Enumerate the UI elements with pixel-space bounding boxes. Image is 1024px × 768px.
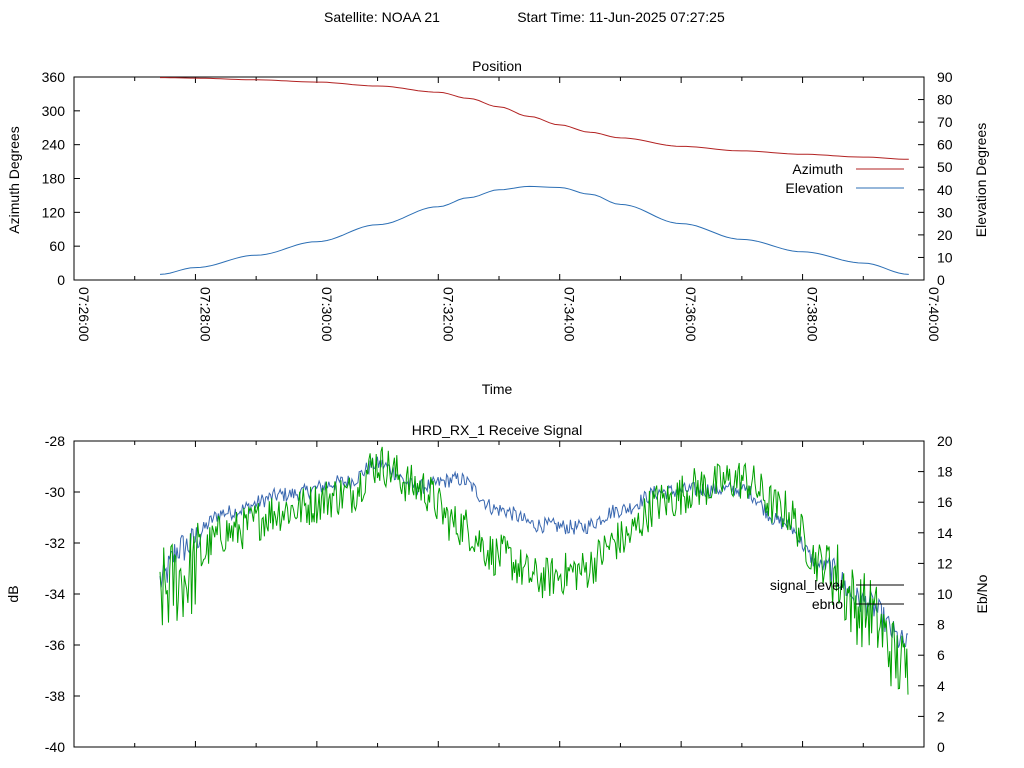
series-line-ebno [159, 446, 909, 695]
position-plot-frame [73, 76, 925, 281]
signal-y-axis-label: dB [5, 585, 21, 602]
y2-tick-label: 10 [937, 586, 953, 602]
y2-tick-label: 16 [937, 494, 953, 510]
position-title: Position [472, 58, 522, 74]
y2-tick-label: 18 [937, 464, 953, 480]
legend-elevation-label: Elevation [785, 180, 843, 196]
y2-tick-label: 70 [937, 114, 953, 130]
y2-tick-label: 20 [937, 227, 953, 243]
x-tick-label: 07:40:00 [926, 287, 942, 342]
y-tick-label: 0 [57, 272, 65, 288]
signal-series [159, 446, 909, 695]
y2-tick-label: 2 [937, 708, 945, 724]
series-line-elevation [159, 185, 909, 275]
y-tick-label: 60 [49, 238, 65, 254]
signal-title: HRD_RX_1 Receive Signal [412, 422, 582, 438]
signal-plot-frame [73, 440, 925, 748]
satellite-label: Satellite: NOAA 21 [324, 9, 440, 25]
position-ticks: 07:26:00 07:28:00 07:30:00 07:32:00 07:34:00… [42, 69, 953, 342]
y-tick-label: -30 [45, 484, 65, 500]
y2-tick-label: 10 [937, 249, 953, 265]
signal-y2-axis-label: Eb/No [974, 574, 990, 613]
legend-ebno-label: ebno [812, 596, 843, 612]
series-line-azimuth [160, 77, 909, 160]
y2-tick-label: 40 [937, 182, 953, 198]
y2-tick-label: 4 [937, 678, 945, 694]
y2-tick-label: 90 [937, 69, 953, 85]
x-tick-label: 07:28:00 [197, 287, 213, 342]
y-tick-label: 120 [42, 204, 66, 220]
y-tick-label: 300 [42, 103, 66, 119]
y2-tick-label: 50 [937, 159, 953, 175]
y-tick-label: 240 [42, 137, 66, 153]
y2-tick-label: 30 [937, 204, 953, 220]
receive-signal-chart: HRD_RX_1 Receive Signal -40-38-36-34-32-… [5, 422, 990, 755]
y-tick-label: -34 [45, 586, 65, 602]
y-tick-label: -32 [45, 535, 65, 551]
y2-tick-label: 0 [937, 272, 945, 288]
x-tick-label: 07:26:00 [76, 287, 92, 342]
x-tick-label: 07:36:00 [683, 287, 699, 342]
y2-tick-label: 12 [937, 555, 953, 571]
position-chart: Position 07:26:00 07:28:00 07:30:00 07:32:0… [6, 58, 989, 397]
start-time-label: Start Time: 11-Jun-2025 07:27:25 [517, 9, 725, 25]
y-tick-label: 180 [42, 171, 66, 187]
y2-tick-label: 80 [937, 92, 953, 108]
y-tick-label: -28 [45, 433, 65, 449]
y2-tick-label: 0 [937, 739, 945, 755]
y2-tick-label: 20 [937, 433, 953, 449]
x-tick-label: 07:34:00 [562, 287, 578, 342]
x-tick-label: 07:30:00 [319, 287, 335, 342]
signal-ticks: -40 -38 -36 -34 -32 -30 -28 0 2 4 6 8 10 12 14 16 18 20 [45, 433, 953, 755]
y-tick-label: -36 [45, 637, 65, 653]
y2-tick-label: 60 [937, 137, 953, 153]
x-tick-label: 07:38:00 [805, 287, 821, 342]
y2-tick-label: 8 [937, 617, 945, 633]
x-tick-label: 07:32:00 [440, 287, 456, 342]
position-y-axis-label: Azimuth Degrees [6, 126, 22, 233]
series-line-signal-level [159, 456, 909, 648]
legend-azimuth-label: Azimuth [792, 161, 843, 177]
y-tick-label: -38 [45, 688, 65, 704]
position-x-axis-label: Time [482, 381, 513, 397]
y2-tick-label: 14 [937, 525, 953, 541]
y-tick-label: 360 [42, 69, 66, 85]
y2-tick-label: 6 [937, 647, 945, 663]
legend-signal-level-label: signal_level [770, 577, 843, 593]
position-y2-axis-label: Elevation Degrees [973, 123, 989, 237]
y-tick-label: -40 [45, 739, 65, 755]
position-series [159, 77, 909, 275]
